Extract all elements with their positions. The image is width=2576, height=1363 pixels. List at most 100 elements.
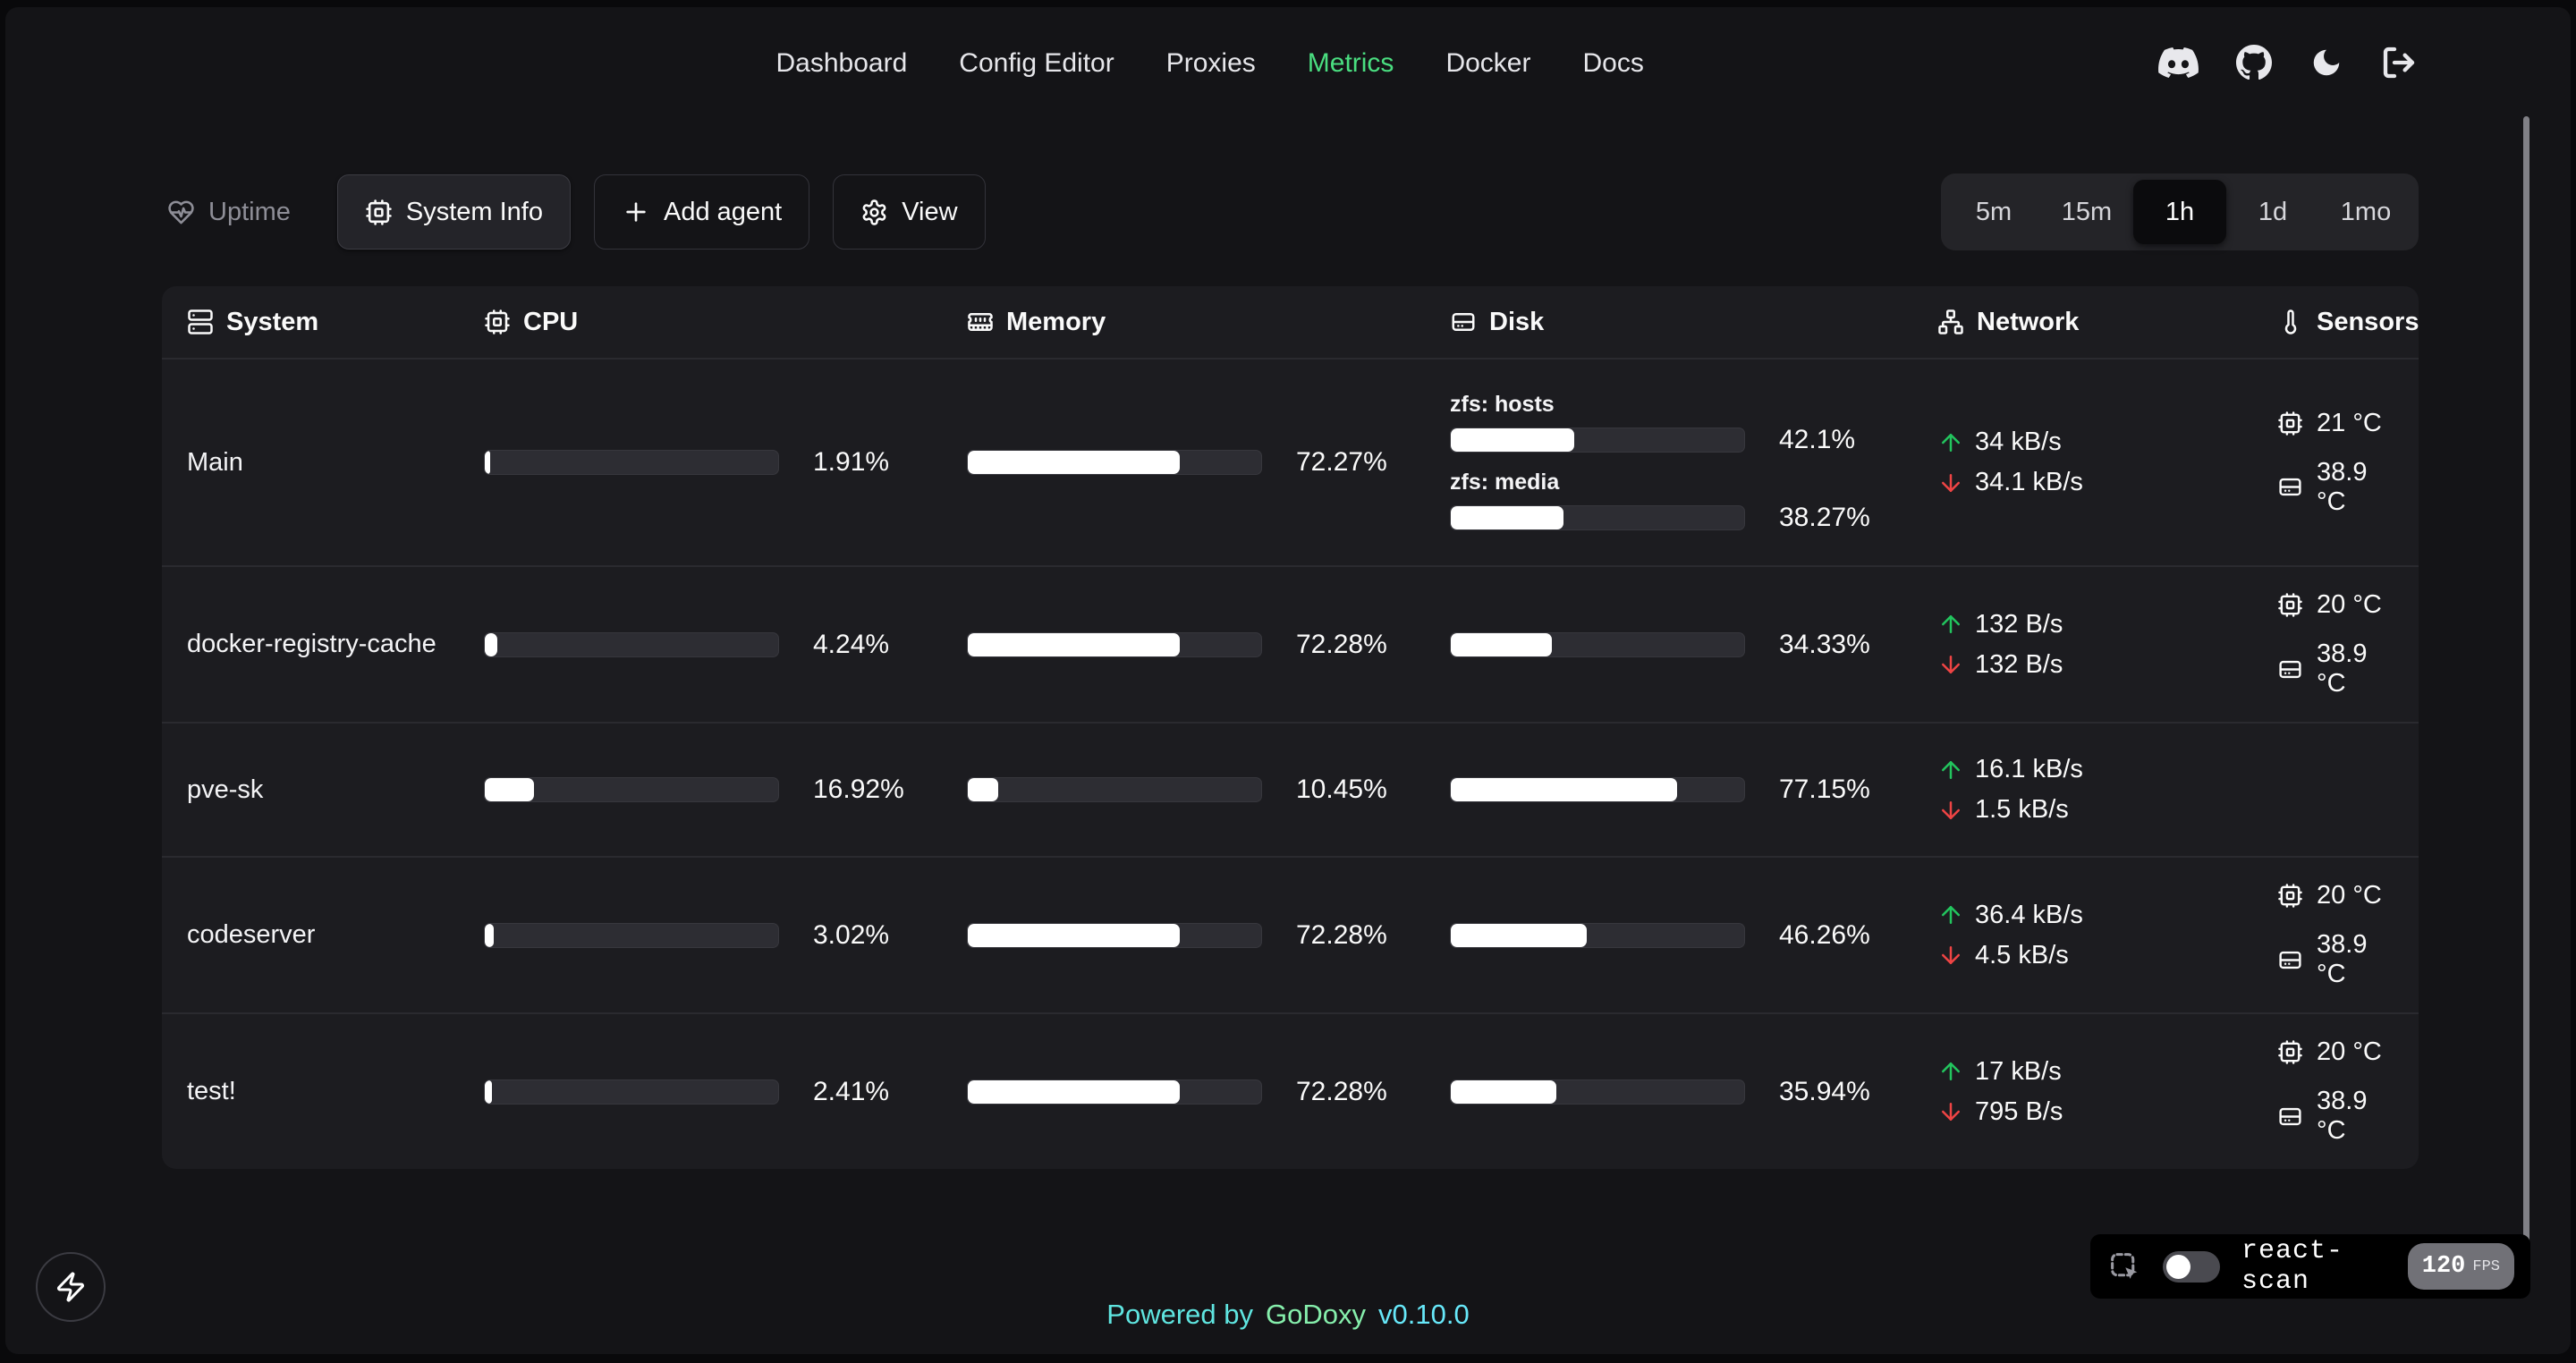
disk-name: zfs: hosts (1450, 392, 1555, 417)
system-name: docker-registry-cache (187, 630, 436, 658)
upload-arrow-icon (1937, 757, 1964, 783)
download-speed: 4.5 kB/s (1975, 940, 2069, 969)
memory-cell: 10.45% (967, 775, 1450, 805)
footer: Powered by GoDoxy v0.10.0 (5, 1299, 2571, 1331)
godoxy-link[interactable]: GoDoxy (1266, 1299, 1366, 1330)
time-range-15m[interactable]: 15m (2061, 197, 2113, 226)
upload-speed: 16.1 kB/s (1975, 755, 2083, 783)
system-name: test! (187, 1077, 236, 1105)
table-header: System CPU Memory Disk Network Sensors (162, 286, 2419, 358)
disk-name: zfs: media (1450, 470, 1560, 495)
cpu-percent: 2.41% (813, 1076, 890, 1106)
disk-temp: 38.9 °C (2317, 930, 2368, 988)
add-agent-label: Add agent (663, 197, 783, 226)
view-button[interactable]: View (833, 174, 986, 250)
vertical-scrollbar[interactable] (2523, 116, 2529, 1250)
nav-item-docs[interactable]: Docs (1582, 48, 1644, 78)
sensors-cell: 20 °C 38.9 °C (2277, 1037, 2394, 1146)
discord-icon[interactable] (2158, 47, 2199, 78)
uptime-tab[interactable]: Uptime (162, 174, 314, 250)
disk-entry: zfs: hosts 42.1% (1450, 392, 1937, 455)
system-metrics-table: System CPU Memory Disk Network Sensors M… (162, 286, 2419, 1169)
table-row[interactable]: test! 2.41% 72.28% 35.94% 17 kB/s 795 B/… (162, 1012, 2419, 1169)
memory-progress-bar (967, 450, 1262, 475)
nav-item-proxies[interactable]: Proxies (1165, 48, 1256, 78)
table-row[interactable]: pve-sk 16.92% 10.45% 77.15% 16.1 kB/s 1.… (162, 722, 2419, 856)
system-name: codeserver (187, 920, 316, 949)
moon-icon[interactable] (2309, 46, 2343, 80)
download-speed: 34.1 kB/s (1975, 468, 2083, 496)
cpu-progress-bar (484, 777, 779, 802)
cpu-icon (365, 199, 393, 226)
add-agent-button[interactable]: Add agent (593, 174, 810, 250)
time-range-1d[interactable]: 1d (2258, 197, 2288, 226)
time-range-5m[interactable]: 5m (1975, 197, 2012, 226)
hard-drive-icon (2277, 1104, 2303, 1130)
powered-by-text: Powered by (1106, 1299, 1254, 1330)
app-window: Dashboard Config Editor Proxies Metrics … (5, 7, 2571, 1354)
hard-drive-icon (2277, 656, 2303, 682)
cpu-icon (2277, 411, 2303, 436)
memory-percent: 72.27% (1296, 447, 1387, 477)
cpu-progress-bar (484, 631, 779, 657)
uptime-label: Uptime (208, 197, 291, 226)
react-scan-toggle[interactable] (2163, 1250, 2220, 1283)
table-row[interactable]: codeserver 3.02% 72.28% 46.26% 36.4 kB/s… (162, 856, 2419, 1012)
disk-cell: 34.33% (1450, 630, 1937, 660)
download-arrow-icon (1937, 1098, 1964, 1125)
table-row[interactable]: docker-registry-cache 4.24% 72.28% 34.33… (162, 565, 2419, 722)
cpu-temp: 20 °C (2317, 590, 2382, 619)
logout-icon[interactable] (2381, 45, 2417, 80)
disk-entry: zfs: media 38.27% (1450, 470, 1937, 533)
nav-item-metrics[interactable]: Metrics (1307, 48, 1394, 78)
disk-temp: 38.9 °C (2317, 1087, 2368, 1145)
memory-percent: 72.28% (1296, 919, 1387, 950)
disk-progress-bar (1450, 1079, 1745, 1105)
time-range-1h[interactable]: 1h (2133, 180, 2226, 244)
gear-icon (860, 199, 888, 226)
nav-menu: Dashboard Config Editor Proxies Metrics … (776, 48, 1644, 79)
disk-percent: 38.27% (1779, 503, 1870, 532)
fps-unit: FPS (2472, 1257, 2500, 1275)
table-row[interactable]: Main 1.91% 72.27% zfs: hosts 42.1% zf (162, 358, 2419, 565)
cpu-icon (2277, 883, 2303, 909)
memory-percent: 10.45% (1296, 775, 1387, 804)
github-icon[interactable] (2236, 45, 2272, 80)
version-text: v0.10.0 (1378, 1299, 1470, 1330)
disk-cell: 46.26% (1450, 920, 1937, 951)
cpu-progress-bar (484, 922, 779, 948)
cpu-icon (2277, 592, 2303, 618)
network-cell: 17 kB/s 795 B/s (1937, 1057, 2277, 1127)
cpu-cell: 3.02% (484, 920, 967, 951)
sensors-cell: 20 °C 38.9 °C (2277, 881, 2394, 989)
time-range-1mo[interactable]: 1mo (2340, 197, 2392, 226)
upload-arrow-icon (1937, 1058, 1964, 1085)
nav-item-dashboard[interactable]: Dashboard (775, 48, 908, 78)
column-header-system: System (187, 308, 484, 337)
thermometer-icon (2277, 309, 2304, 335)
quick-actions-button[interactable] (36, 1252, 106, 1322)
memory-icon (967, 309, 994, 335)
system-info-tab[interactable]: System Info (336, 174, 571, 250)
react-scan-widget[interactable]: react-scan 120 FPS (2090, 1234, 2530, 1299)
nav-item-docker[interactable]: Docker (1445, 48, 1531, 78)
upload-speed: 132 B/s (1975, 609, 2063, 639)
disk-progress-bar (1450, 505, 1745, 530)
nav-item-config-editor[interactable]: Config Editor (959, 48, 1114, 78)
hard-drive-icon (2277, 947, 2303, 973)
memory-percent: 72.28% (1296, 1076, 1387, 1106)
memory-cell: 72.27% (967, 447, 1450, 478)
memory-cell: 72.28% (967, 1077, 1450, 1107)
upload-arrow-icon (1937, 902, 1964, 928)
toolbar: Uptime System Info Add agent View 5m 15m… (5, 174, 2571, 250)
network-cell: 36.4 kB/s 4.5 kB/s (1937, 901, 2277, 970)
disk-cell: 77.15% (1450, 775, 1937, 805)
heart-pulse-icon (167, 199, 195, 226)
download-arrow-icon (1937, 797, 1964, 824)
upload-arrow-icon (1937, 429, 1964, 456)
disk-progress-bar (1450, 631, 1745, 657)
cpu-cell: 2.41% (484, 1077, 967, 1107)
disk-progress-bar (1450, 428, 1745, 453)
scan-cursor-icon (2108, 1250, 2141, 1283)
hard-drive-icon (1450, 309, 1477, 335)
